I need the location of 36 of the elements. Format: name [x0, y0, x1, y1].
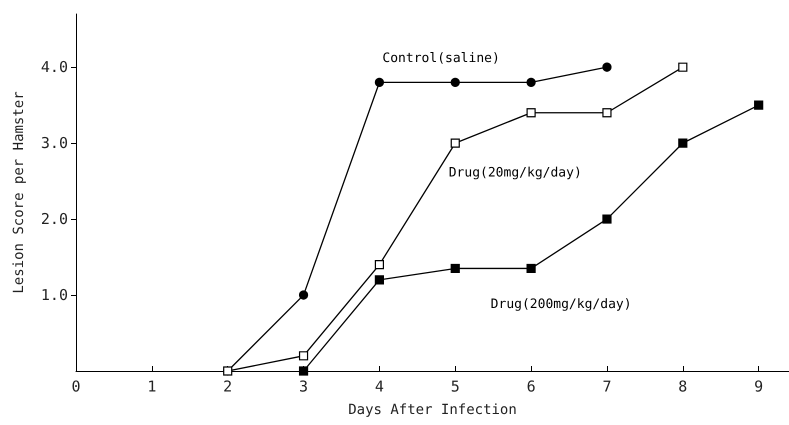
y-axis-title: Lesion Score per Hamster	[11, 91, 27, 294]
point	[374, 275, 384, 284]
point	[374, 260, 384, 270]
point	[298, 351, 308, 360]
x-tick-label: 5	[450, 378, 460, 396]
point	[602, 214, 612, 224]
point	[678, 138, 688, 148]
point	[374, 78, 384, 87]
point	[754, 100, 764, 110]
x-tick-label: 4	[374, 378, 384, 396]
y-tick-label: 2.0	[40, 210, 68, 228]
x-tick-label: 2	[223, 378, 232, 396]
x-tick-label: 1	[147, 378, 156, 396]
x-tick-label: 6	[526, 378, 536, 396]
x-axis-title: Days After Infection	[348, 402, 517, 418]
point	[526, 264, 536, 274]
series-label: Control(saline)	[382, 50, 500, 66]
point	[450, 264, 460, 274]
x-tick-label: 9	[754, 378, 764, 396]
point	[526, 108, 536, 118]
x-tick-label: 3	[299, 378, 308, 396]
point	[602, 108, 612, 118]
point	[678, 62, 688, 72]
point	[602, 62, 612, 72]
point	[450, 78, 460, 87]
series-label: Drug(20mg/kg/day)	[448, 166, 582, 181]
x-tick-label: 8	[678, 378, 688, 396]
y-tick-label: 1.0	[40, 286, 68, 304]
point	[298, 290, 308, 300]
text: Drug(200mg/kg/day)	[490, 297, 632, 312]
x-tick-label: 0	[71, 378, 81, 396]
y-tick-label: 4.0	[40, 58, 68, 76]
point	[450, 138, 460, 148]
point	[526, 78, 536, 87]
x-tick-label: 7	[602, 378, 612, 396]
y-tick-label: 3.0	[40, 134, 68, 152]
